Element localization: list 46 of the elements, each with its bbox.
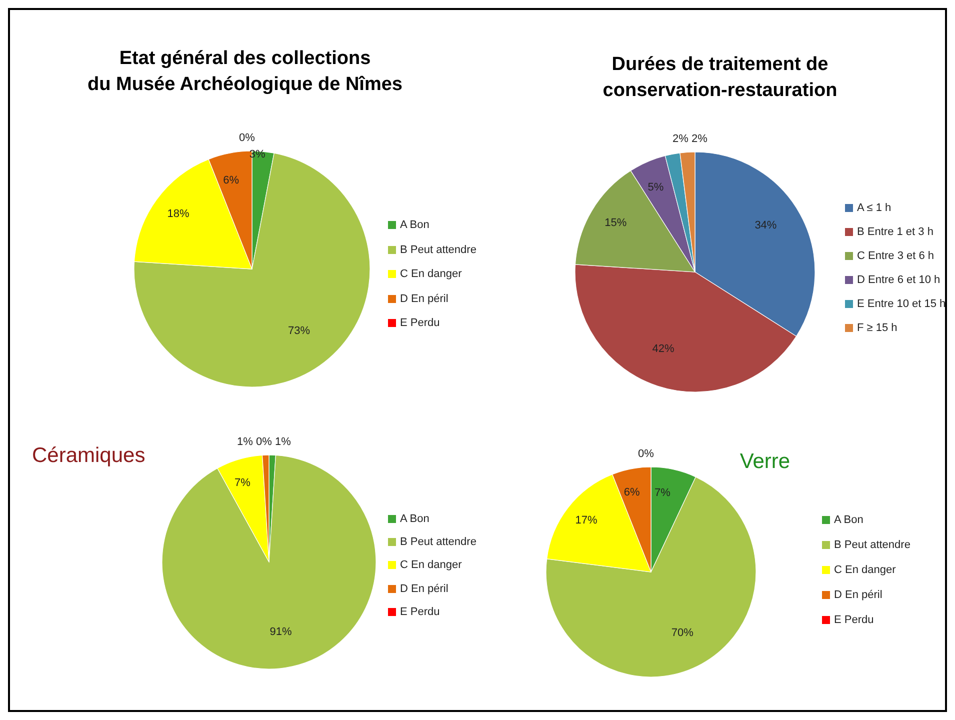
data-label: 15%	[604, 217, 627, 230]
legend-label: E Entre 10 et 15 h	[857, 298, 946, 310]
data-label: 18%	[167, 208, 190, 220]
text: 0%	[638, 448, 654, 460]
legend-label: C En danger	[400, 268, 462, 280]
legend-label: B Peut attendre	[834, 538, 910, 550]
chart-title: Céramiques	[32, 443, 146, 469]
data-label: 7%	[654, 487, 671, 500]
data-label: 6%	[223, 174, 240, 187]
data-label: 42%	[652, 343, 675, 356]
text: 0%	[256, 436, 272, 448]
data-label: 34%	[754, 219, 777, 232]
data-label: 6%	[624, 486, 640, 499]
data-label: 5%	[648, 182, 664, 194]
text: 0%	[239, 132, 255, 144]
pie-slice	[162, 454, 376, 670]
legend-label: A ≤ 1 h	[857, 202, 892, 214]
legend-label: E Perdu	[834, 614, 874, 626]
data-label: 2%	[692, 133, 708, 145]
legend-label: B Peut attendre	[400, 244, 476, 256]
legend-label: D Entre 6 et 10 h	[857, 274, 940, 286]
data-label: 1%	[237, 436, 254, 448]
legend-label: B Peut attendre	[400, 536, 476, 548]
legend-label: A Bon	[400, 512, 430, 525]
legend-label: C Entre 3 et 6 h	[857, 250, 934, 262]
data-label: 17%	[575, 514, 598, 527]
chart-title: Verre	[738, 449, 792, 475]
legend-label: D En péril	[400, 292, 448, 305]
legend-label: C En danger	[400, 559, 462, 572]
data-label: 7%	[234, 477, 251, 490]
data-label: 1%	[275, 436, 292, 448]
data-label: 2%	[672, 133, 689, 145]
legend-label: F ≥ 15 h	[857, 322, 898, 334]
legend-label: E Perdu	[400, 317, 440, 330]
data-label: 73%	[288, 325, 310, 338]
legend-label: D En péril	[400, 582, 448, 595]
data-label: 91%	[270, 626, 292, 638]
legend-label: A Bon	[834, 514, 864, 526]
legend-label: B Entre 1 et 3 h	[857, 226, 934, 238]
legend-label: A Bon	[400, 219, 430, 232]
legend-label: C En danger	[834, 564, 896, 576]
legend-label: D En péril	[834, 588, 882, 600]
chart-title: Etat général des collections du Musée Archéologique de Nîmes	[86, 47, 404, 97]
chart-title: Durées de traitement de conservation-restauration	[602, 53, 838, 103]
legend-label: E Perdu	[400, 606, 440, 618]
data-label: 70%	[671, 627, 694, 640]
